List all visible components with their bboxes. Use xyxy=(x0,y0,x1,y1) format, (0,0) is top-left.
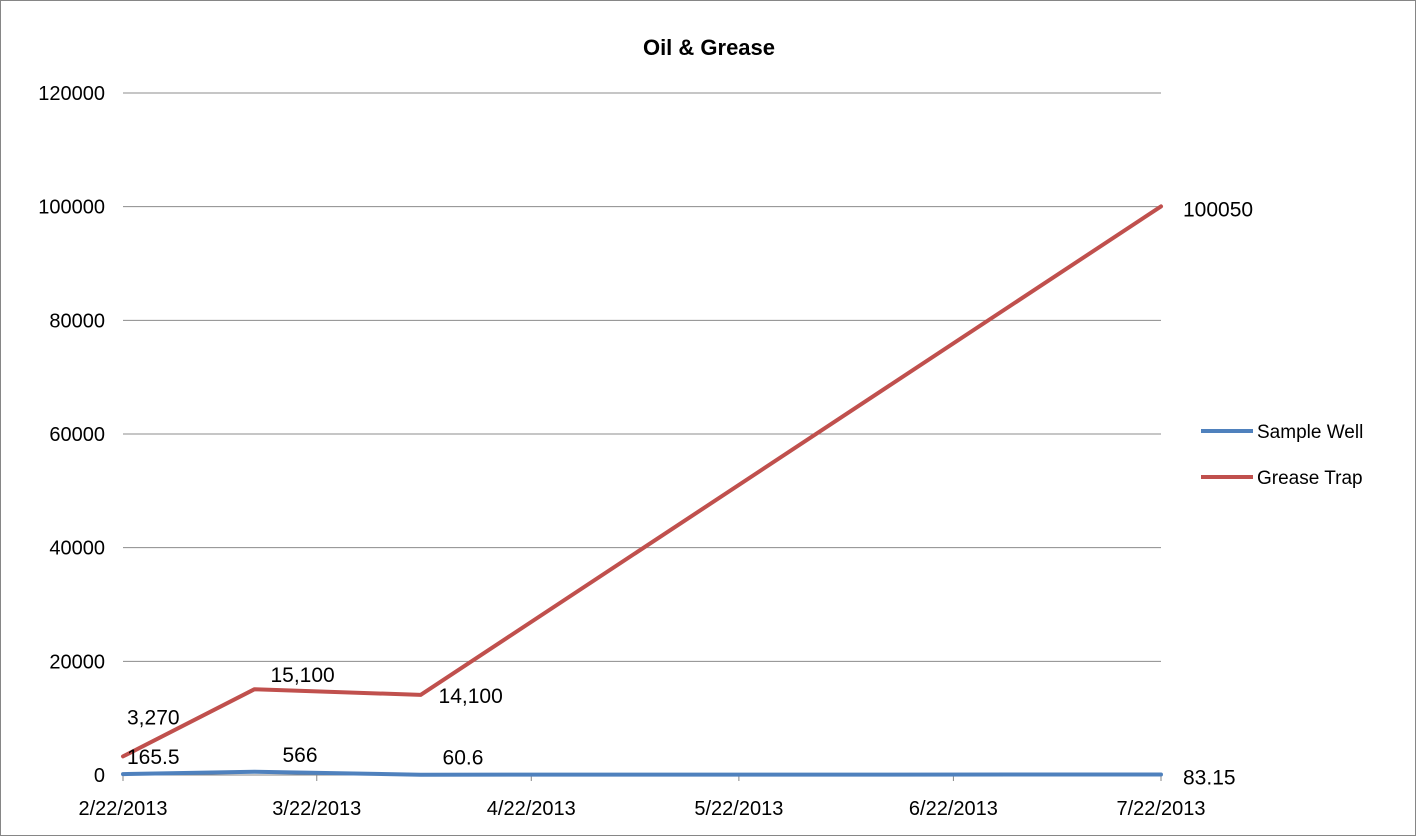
y-tick-label: 20000 xyxy=(49,651,105,673)
x-tick-label: 7/22/2013 xyxy=(1117,798,1206,820)
series-line-grease-trap xyxy=(121,204,1163,759)
x-tick-label: 2/22/2013 xyxy=(79,798,168,820)
y-tick-label: 100000 xyxy=(38,197,105,219)
x-tick-label: 5/22/2013 xyxy=(694,798,783,820)
data-label: 83.15 xyxy=(1183,767,1236,790)
x-axis-ticks: 2/22/2013 3/22/2013 4/22/2013 5/22/2013 6/22… xyxy=(79,775,1206,820)
data-label: 165.5 xyxy=(127,746,180,769)
data-label: 15,100 xyxy=(270,664,334,687)
x-tick-label: 6/22/2013 xyxy=(909,798,998,820)
legend-label: Sample Well xyxy=(1257,422,1363,443)
legend-label: Grease Trap xyxy=(1257,468,1363,489)
data-label: 60.6 xyxy=(443,747,484,770)
series-line-sample-well xyxy=(121,769,1163,777)
series-lines xyxy=(121,204,1163,777)
x-tick-label: 4/22/2013 xyxy=(487,798,576,820)
y-tick-label: 120000 xyxy=(38,83,105,105)
legend: Sample Well Grease Trap xyxy=(1201,422,1363,489)
y-tick-label: 60000 xyxy=(49,424,105,446)
data-labels: 165.5 566 60.6 83.15 3,270 15,100 14,100 100050 xyxy=(127,198,1253,789)
data-label: 100050 xyxy=(1183,198,1253,221)
y-tick-label: 40000 xyxy=(49,538,105,560)
data-label: 3,270 xyxy=(127,706,180,729)
data-label: 14,100 xyxy=(439,685,503,708)
y-tick-label: 0 xyxy=(94,765,105,787)
chart-title: Oil & Grease xyxy=(643,35,775,60)
y-axis-ticks: 0 20000 40000 60000 80000 100000 120000 xyxy=(38,83,105,787)
data-label: 566 xyxy=(282,744,317,767)
x-tick-label: 3/22/2013 xyxy=(272,798,361,820)
y-tick-label: 80000 xyxy=(49,310,105,332)
